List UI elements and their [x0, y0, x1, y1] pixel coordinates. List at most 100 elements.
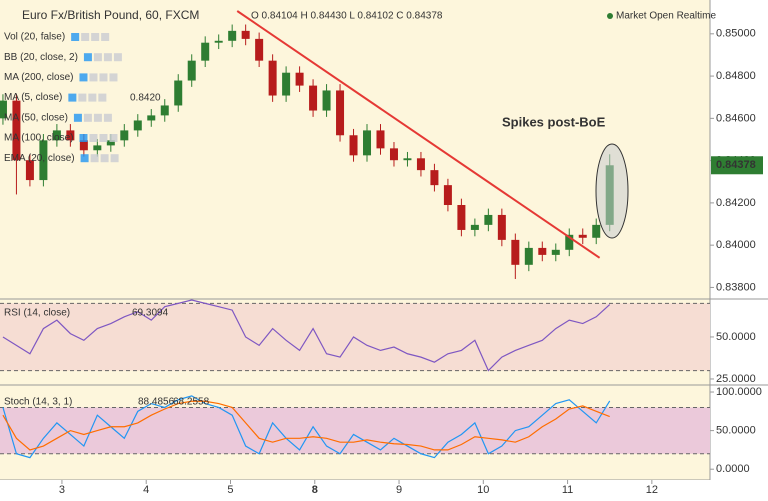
candle-body	[79, 140, 88, 151]
candle-body	[430, 170, 439, 186]
candle-body	[376, 130, 385, 149]
indicator-icon[interactable]	[89, 73, 98, 82]
candle-body	[403, 158, 412, 161]
y-tick-label: 0.84600	[716, 112, 756, 124]
indicator-icon[interactable]	[113, 53, 122, 62]
candle-body	[12, 100, 21, 161]
indicator-icon[interactable]	[110, 154, 119, 163]
indicator-icon[interactable]	[99, 134, 108, 142]
indicator-icon[interactable]	[88, 93, 97, 102]
y-tick-label: 0.85000	[716, 28, 756, 40]
x-tick-label: 10	[477, 484, 489, 496]
indicator-icon[interactable]	[93, 53, 102, 62]
indicator-icon[interactable]	[83, 53, 92, 62]
y-tick-label: 0.84800	[716, 70, 756, 82]
panel-title: RSI (14, close)	[4, 308, 70, 319]
candle-body	[25, 160, 34, 181]
indicator-icon[interactable]	[99, 73, 108, 82]
candle-body	[174, 80, 183, 106]
candle-body	[160, 105, 169, 116]
candle-body	[484, 214, 493, 225]
candle-body	[578, 234, 587, 238]
series-line	[2, 299, 611, 372]
y-tick-label: 0.84000	[716, 239, 756, 251]
series-last-value: 68.2558	[173, 397, 210, 408]
x-tick-label: 3	[59, 484, 65, 496]
candle-body	[416, 158, 425, 171]
indicator-icon[interactable]	[78, 93, 87, 102]
last-price-label: 0.84378	[716, 159, 756, 171]
y-tick-label: 50.0000	[716, 331, 756, 343]
y-tick-label: 0.0000	[716, 463, 750, 475]
indicator-icon[interactable]	[109, 73, 118, 82]
indicator-icon[interactable]	[89, 134, 98, 142]
y-tick-label: 50.0000	[716, 425, 756, 437]
indicator-icon[interactable]	[93, 113, 102, 122]
indicator-icon[interactable]	[83, 113, 92, 122]
candle-body	[551, 249, 560, 255]
trendline	[236, 10, 601, 259]
x-tick-label: 12	[646, 484, 658, 496]
indicator-icon[interactable]	[103, 53, 112, 62]
candle-body	[147, 115, 156, 121]
indicator-icon[interactable]	[81, 33, 90, 41]
candle-body	[497, 214, 506, 240]
indicator-icon[interactable]	[73, 113, 82, 122]
x-axis-background	[0, 480, 768, 501]
panel-title: Stoch (14, 3, 1)	[4, 397, 72, 408]
candle-body	[255, 38, 264, 61]
indicator-label: Vol (20, false)	[4, 32, 65, 43]
indicator-icon[interactable]	[90, 154, 99, 163]
indicator-label: EMA (20, close)	[4, 153, 75, 164]
candle-body	[443, 185, 452, 206]
y-tick-label: 0.83800	[716, 281, 756, 293]
candle-body	[349, 135, 358, 156]
indicator-icon[interactable]	[100, 154, 109, 163]
indicator-value: 0.8420	[130, 93, 161, 104]
candle-body	[389, 148, 398, 161]
indicator-icon[interactable]	[68, 93, 77, 102]
series-last-value: 88.4856	[138, 397, 175, 408]
candle-body	[592, 224, 601, 238]
series-last-value: 69.3094	[132, 308, 169, 319]
indicator-icon[interactable]	[91, 33, 100, 41]
candle-body	[52, 130, 61, 141]
candle-body	[470, 224, 479, 230]
indicator-icon[interactable]	[101, 33, 110, 41]
candle-body	[511, 239, 520, 265]
indicator-icon[interactable]	[98, 93, 107, 102]
candle-body	[336, 90, 345, 136]
last-price-box	[711, 156, 763, 175]
candle-body	[201, 42, 210, 61]
indicator-label: BB (20, close, 2)	[4, 52, 78, 63]
indicator-label: MA (200, close)	[4, 72, 73, 83]
candle-body	[309, 85, 318, 111]
candle-body	[106, 140, 115, 146]
candle-body	[322, 90, 331, 111]
candle-body	[241, 30, 250, 39]
candle-body	[228, 30, 237, 41]
indicator-icon[interactable]	[71, 33, 80, 41]
candle-body	[282, 72, 291, 96]
series-line	[2, 395, 611, 459]
ohlc-readout: O 0.84104 H 0.84430 L 0.84102 C 0.84378	[251, 11, 443, 22]
status: Market Open Realtime	[616, 11, 716, 22]
x-tick-label: 8	[312, 484, 318, 496]
candle-body	[363, 130, 372, 156]
x-tick-label: 4	[143, 484, 149, 496]
highlight-oval	[595, 143, 629, 239]
indicator-icon[interactable]	[79, 134, 88, 142]
candle-body	[39, 140, 48, 181]
x-tick-label: 5	[227, 484, 233, 496]
indicator-icon[interactable]	[80, 154, 89, 163]
indicator-icon[interactable]	[79, 73, 88, 82]
annotation: Spikes post-BoE	[502, 114, 606, 129]
candle-body	[133, 120, 142, 131]
chart-title: Euro Fx/British Pound, 60, FXCM	[22, 8, 199, 22]
candle-body	[120, 130, 129, 141]
candle-body	[214, 40, 223, 43]
indicator-icon[interactable]	[103, 113, 112, 122]
candle-body	[93, 145, 102, 151]
indicator-icon[interactable]	[109, 134, 118, 142]
